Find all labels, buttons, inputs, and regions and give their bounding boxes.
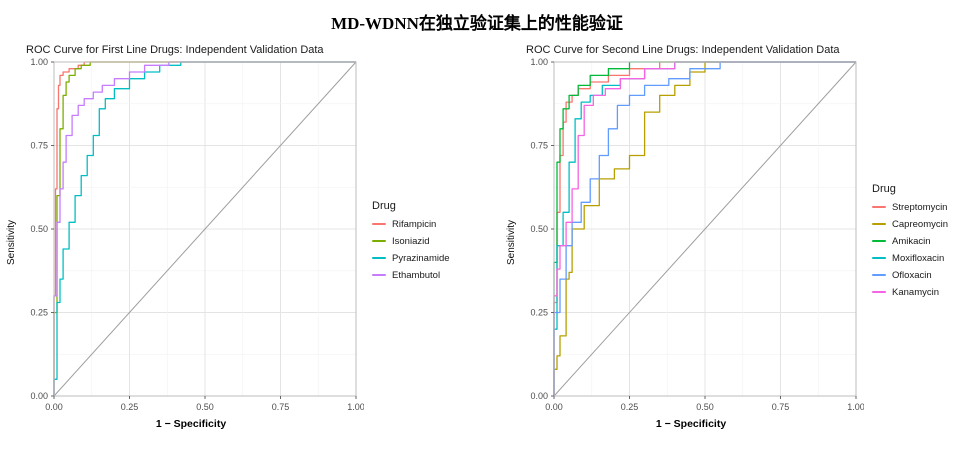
legend-key-swatch bbox=[872, 239, 887, 243]
plot-body: Sensitivity 0.00 0.25 0.50 0.75 1.00 0.00 0.25… bbox=[506, 56, 948, 430]
x-tick-label: 0.75 bbox=[272, 402, 290, 412]
roc-curve-kanamycin bbox=[553, 61, 857, 396]
legend-label: Streptomycin bbox=[892, 201, 948, 213]
legend-label: Ofloxacin bbox=[892, 269, 932, 281]
charts-row: ROC Curve for First Line Drugs: Independ… bbox=[0, 34, 954, 430]
legend-item-rifampicin: Rifampicin bbox=[372, 219, 450, 230]
x-tick-label: 1.00 bbox=[847, 402, 864, 412]
legend-label: Capreomycin bbox=[892, 218, 948, 230]
y-tick-label: 0.75 bbox=[30, 141, 48, 151]
x-tick-label: 0.00 bbox=[45, 402, 63, 412]
plot-body: Sensitivity 0.00 0.25 0.50 0.75 1.00 0.00 0.25… bbox=[6, 56, 450, 430]
legend-item-kanamycin: Kanamycin bbox=[872, 287, 948, 298]
x-tick-label: 0.50 bbox=[196, 402, 214, 412]
second-line-drugs-figure: ROC Curve for Second Line Drugs: Indepen… bbox=[506, 36, 948, 430]
legend-key-swatch bbox=[872, 205, 887, 209]
legend-label: Pyrazinamide bbox=[392, 252, 450, 264]
y-axis-label: Sensitivity bbox=[6, 220, 17, 266]
x-tick-label: 0.25 bbox=[121, 402, 139, 412]
legend-item-isoniazid: Isoniazid bbox=[372, 236, 450, 247]
x-axis-label: 1 − Specificity bbox=[155, 418, 227, 430]
y-tick-label: 0.75 bbox=[531, 141, 549, 151]
legend-item-streptomycin: Streptomycin bbox=[872, 202, 948, 213]
x-tick-label: 0.00 bbox=[545, 402, 563, 412]
panel-column: 0.00 0.25 0.50 0.75 1.00 0.00 0.25 0.50 0.75 1.00… bbox=[518, 56, 865, 430]
legend-title: Drug bbox=[872, 182, 896, 195]
y-axis-label: Sensitivity bbox=[506, 220, 518, 266]
x-tick-label: 1.00 bbox=[347, 402, 364, 412]
y-tick-label: 0.25 bbox=[30, 308, 48, 318]
legend-label: Amikacin bbox=[892, 235, 931, 247]
legend-title: Drug bbox=[372, 199, 396, 212]
x-tick-label: 0.75 bbox=[772, 402, 790, 412]
roc-chart-first-line: 0.00 0.25 0.50 0.75 1.00 0.00 0.25 0.50 0.75 1.00 bbox=[30, 57, 364, 412]
x-tick-label: 0.50 bbox=[696, 402, 714, 412]
x-tick-label: 0.25 bbox=[621, 402, 639, 412]
x-axis-label: 1 − Specificity bbox=[655, 418, 727, 430]
legend-item-capreomycin: Capreomycin bbox=[872, 219, 948, 230]
legend-key-swatch bbox=[872, 290, 887, 294]
diagonal-reference-line bbox=[53, 61, 357, 397]
legend-label: Rifampicin bbox=[392, 218, 437, 230]
legend-item-pyrazinamide: Pyrazinamide bbox=[372, 253, 450, 264]
roc-chart-second-line: 0.00 0.25 0.50 0.75 1.00 0.00 0.25 0.50 0.75 1.00 bbox=[531, 57, 865, 412]
legend-key-swatch bbox=[872, 273, 887, 277]
legend-key-swatch bbox=[872, 256, 887, 260]
legend-label: Ethambutol bbox=[392, 269, 441, 281]
y-tick-label: 1.00 bbox=[30, 57, 48, 67]
roc-curve-capreomycin bbox=[553, 61, 857, 396]
diagonal-reference-line bbox=[553, 61, 857, 397]
legend-key-swatch bbox=[372, 222, 386, 226]
page-title: MD-WDNN在独立验证集上的性能验证 bbox=[331, 14, 623, 33]
plot-title: ROC Curve for Second Line Drugs: Indepen… bbox=[526, 44, 840, 56]
plot-title: ROC Curve for First Line Drugs: Independ… bbox=[26, 44, 324, 56]
roc-curve-ethambutol bbox=[53, 61, 356, 396]
first-line-drugs-figure: ROC Curve for First Line Drugs: Independ… bbox=[6, 36, 450, 430]
legend-key-swatch bbox=[372, 239, 386, 243]
legend-label: Moxifloxacin bbox=[892, 252, 945, 264]
legend-item-moxifloxacin: Moxifloxacin bbox=[872, 253, 948, 264]
legend-item-ofloxacin: Ofloxacin bbox=[872, 270, 948, 281]
legend-key-swatch bbox=[372, 273, 386, 277]
legend: Drug Streptomycin Capreomycin Amikacin Moxi… bbox=[872, 183, 948, 304]
legend-key-swatch bbox=[872, 222, 887, 226]
y-tick-label: 0.00 bbox=[531, 391, 549, 401]
legend-key-swatch bbox=[372, 256, 386, 260]
y-tick-label: 0.50 bbox=[30, 224, 48, 234]
y-tick-label: 0.25 bbox=[531, 308, 549, 318]
roc-curve-amikacin bbox=[553, 61, 857, 396]
legend-label: Kanamycin bbox=[892, 286, 940, 298]
legend-item-amikacin: Amikacin bbox=[872, 236, 948, 247]
y-tick-label: 0.50 bbox=[531, 224, 549, 234]
legend-label: Isoniazid bbox=[392, 235, 430, 247]
roc-curve-ofloxacin bbox=[553, 61, 857, 396]
panel-column: 0.00 0.25 0.50 0.75 1.00 0.00 0.25 0.50 0.75 1.00… bbox=[18, 56, 364, 430]
legend-item-ethambutol: Ethambutol bbox=[372, 270, 450, 281]
roc-curve-isoniazid bbox=[53, 61, 356, 396]
y-tick-label: 0.00 bbox=[30, 391, 48, 401]
legend: Drug Rifampicin Isoniazid Pyrazinamide Etha… bbox=[372, 200, 450, 287]
roc-curve-pyrazinamide bbox=[53, 61, 356, 396]
y-tick-label: 1.00 bbox=[531, 57, 549, 67]
